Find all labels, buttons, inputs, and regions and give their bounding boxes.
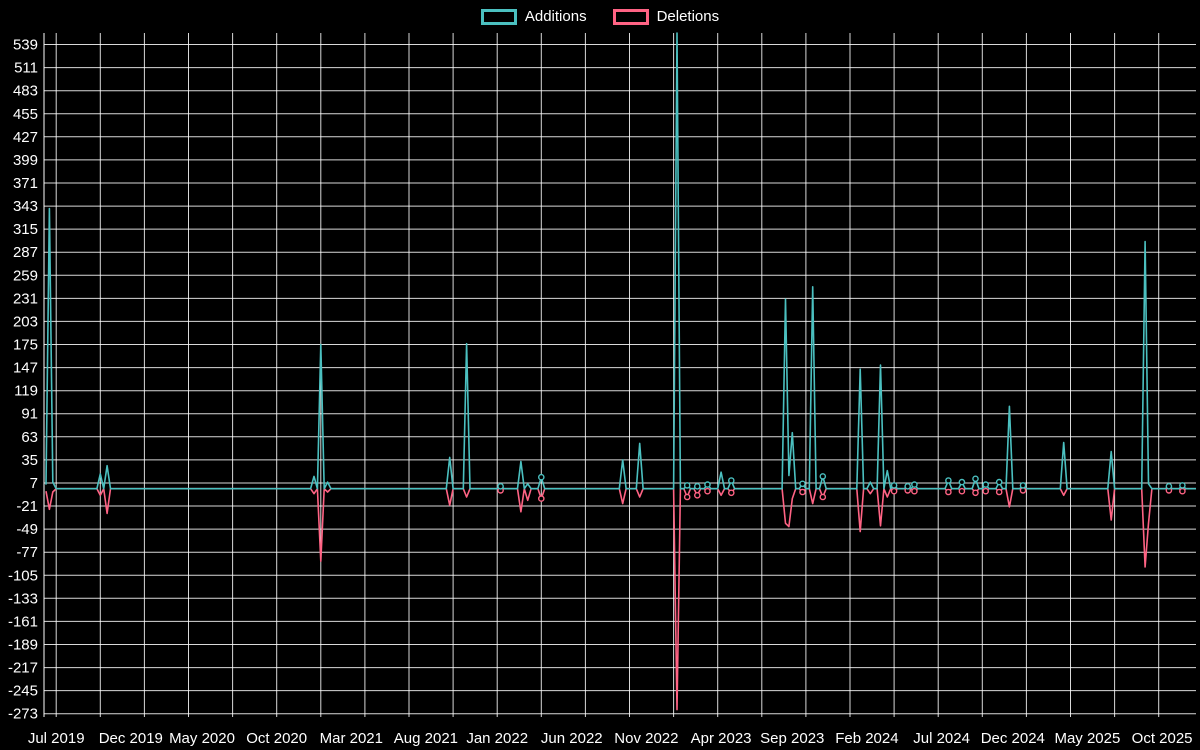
deletions-line (45, 487, 1196, 711)
deletions-point-marker (799, 488, 806, 496)
additions-point-marker (694, 482, 701, 490)
deletions-point-marker (995, 488, 1003, 496)
y-axis-tick-label: -273 (8, 706, 38, 723)
y-axis-tick-label: -133 (8, 590, 38, 607)
deletions-point-marker (911, 487, 918, 495)
y-axis-tick-label: 343 (13, 198, 38, 215)
x-axis-tick-label: Oct 2020 (246, 730, 307, 747)
additions-point-marker (683, 482, 691, 489)
y-axis-tick-label: 175 (13, 337, 38, 354)
additions-point-marker (497, 482, 504, 490)
deletions-point-marker (1179, 487, 1186, 495)
additions-point-marker (904, 482, 912, 490)
y-axis-tick-label: -49 (16, 521, 38, 538)
additions-point-marker (911, 481, 918, 488)
deletions-point-marker (972, 489, 979, 497)
y-axis-tick-label: 259 (13, 267, 38, 284)
additions-line (45, 32, 1196, 490)
additions-point-marker (890, 482, 898, 489)
y-axis-tick-label: -21 (16, 498, 38, 515)
additions-point-marker (982, 481, 990, 488)
deletions-point-marker (728, 489, 735, 497)
y-axis-tick-label: 91 (21, 406, 38, 423)
additions-point-marker (995, 478, 1003, 486)
x-axis-tick-label: Nov 2022 (614, 730, 678, 747)
x-axis-tick-label: Jul 2019 (28, 730, 85, 747)
additions-point-marker (728, 477, 735, 484)
y-axis-tick-label: 7 (30, 475, 38, 492)
x-axis-tick-label: May 2020 (169, 730, 235, 747)
additions-point-marker (958, 478, 966, 486)
y-axis-tick-label: 63 (21, 429, 38, 446)
x-axis-tick-label: May 2025 (1054, 730, 1120, 747)
x-axis-tick-label: Oct 2025 (1132, 730, 1193, 747)
deletions-point-marker (683, 493, 691, 501)
x-axis-tick-label: Aug 2021 (394, 730, 458, 747)
y-axis-tick-label: 203 (13, 313, 38, 330)
additions-point-marker (1165, 482, 1173, 490)
y-axis-tick-label: 119 (14, 383, 38, 400)
deletions-point-marker (945, 488, 952, 496)
additions-point-marker (538, 473, 545, 481)
legend-item-additions[interactable]: Additions (480, 8, 587, 25)
deletions-legend-label: Deletions (656, 8, 720, 25)
deletions-point-marker (538, 495, 545, 502)
y-axis-tick-label: 147 (13, 360, 38, 377)
y-axis-tick-label: -77 (16, 544, 38, 561)
y-axis-tick-label: 315 (13, 221, 38, 238)
y-axis-tick-label: 511 (14, 60, 38, 77)
deletions-point-marker (694, 491, 701, 499)
x-axis-tick-label: Dec 2024 (981, 730, 1045, 747)
x-axis-tick-label: Jul 2024 (913, 730, 970, 747)
deletions-legend-swatch (612, 8, 649, 25)
y-axis-tick-label: 287 (13, 244, 38, 261)
additions-point-marker (799, 480, 806, 488)
deletions-point-marker (890, 487, 898, 495)
additions-point-marker (704, 481, 711, 488)
x-axis-tick-label: Apr 2023 (691, 730, 752, 747)
x-axis-tick-label: Feb 2024 (835, 730, 898, 747)
x-axis-tick-label: Mar 2021 (320, 730, 383, 747)
additions-point-marker (972, 475, 979, 483)
additions-point-marker (945, 477, 952, 484)
y-axis-tick-label: 399 (13, 152, 38, 169)
x-axis-tick-label: Dec 2019 (99, 730, 163, 747)
deletions-point-marker (982, 487, 990, 495)
y-axis-tick-label: 427 (13, 129, 38, 146)
y-axis-tick-label: 231 (13, 290, 38, 307)
x-axis-tick-label: Jan 2022 (466, 730, 528, 747)
deletions-point-marker (704, 487, 711, 495)
y-axis-tick-label: -189 (8, 637, 38, 654)
additions-point-marker (1019, 482, 1027, 489)
legend-item-deletions[interactable]: Deletions (612, 8, 720, 25)
deletions-point-marker (819, 493, 827, 501)
additions-point-marker (819, 473, 827, 480)
y-axis-tick-label: 539 (13, 37, 38, 54)
y-axis-tick-label: 35 (21, 452, 38, 469)
deletions-point-marker (958, 487, 966, 495)
y-axis-tick-label: 455 (13, 106, 38, 123)
additions-legend-swatch (480, 8, 517, 25)
y-axis-tick-label: -245 (8, 683, 38, 700)
chart-legend: Additions Deletions (0, 8, 1200, 25)
y-axis-tick-label: 371 (13, 175, 38, 192)
y-axis-tick-label: 483 (13, 83, 38, 100)
y-axis-tick-label: -161 (8, 613, 38, 630)
additions-point-marker (1179, 482, 1186, 489)
x-axis-tick-label: Sep 2023 (760, 730, 824, 747)
y-axis-tick-label: -217 (8, 660, 38, 677)
additions-legend-label: Additions (524, 8, 587, 25)
x-axis-tick-label: Jun 2022 (541, 730, 603, 747)
y-axis-tick-label: -105 (8, 567, 38, 584)
